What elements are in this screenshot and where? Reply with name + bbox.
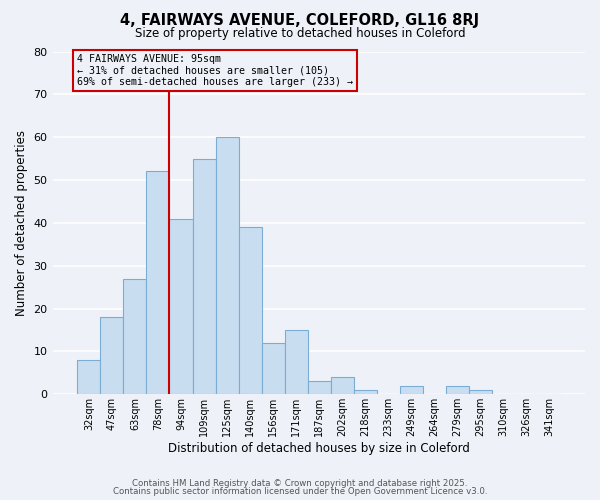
Bar (400, 386, 423, 394)
Text: Size of property relative to detached houses in Coleford: Size of property relative to detached ho… (134, 28, 466, 40)
Bar (308, 382, 331, 394)
Bar (215, 137, 239, 394)
Text: 4, FAIRWAYS AVENUE, COLEFORD, GL16 8RJ: 4, FAIRWAYS AVENUE, COLEFORD, GL16 8RJ (121, 12, 479, 28)
Bar (146, 172, 169, 394)
Bar (262, 343, 284, 394)
Bar (100, 317, 124, 394)
Bar (284, 330, 308, 394)
Text: Contains public sector information licensed under the Open Government Licence v3: Contains public sector information licen… (113, 487, 487, 496)
Bar (124, 278, 146, 394)
Bar (77, 360, 100, 394)
Bar (193, 158, 215, 394)
Bar (446, 386, 469, 394)
Text: Contains HM Land Registry data © Crown copyright and database right 2025.: Contains HM Land Registry data © Crown c… (132, 478, 468, 488)
Bar (331, 377, 353, 394)
Bar (469, 390, 492, 394)
Text: 4 FAIRWAYS AVENUE: 95sqm
← 31% of detached houses are smaller (105)
69% of semi-: 4 FAIRWAYS AVENUE: 95sqm ← 31% of detach… (77, 54, 353, 87)
Bar (239, 227, 262, 394)
Bar (353, 390, 377, 394)
Y-axis label: Number of detached properties: Number of detached properties (15, 130, 28, 316)
Bar (169, 218, 193, 394)
X-axis label: Distribution of detached houses by size in Coleford: Distribution of detached houses by size … (168, 442, 470, 455)
